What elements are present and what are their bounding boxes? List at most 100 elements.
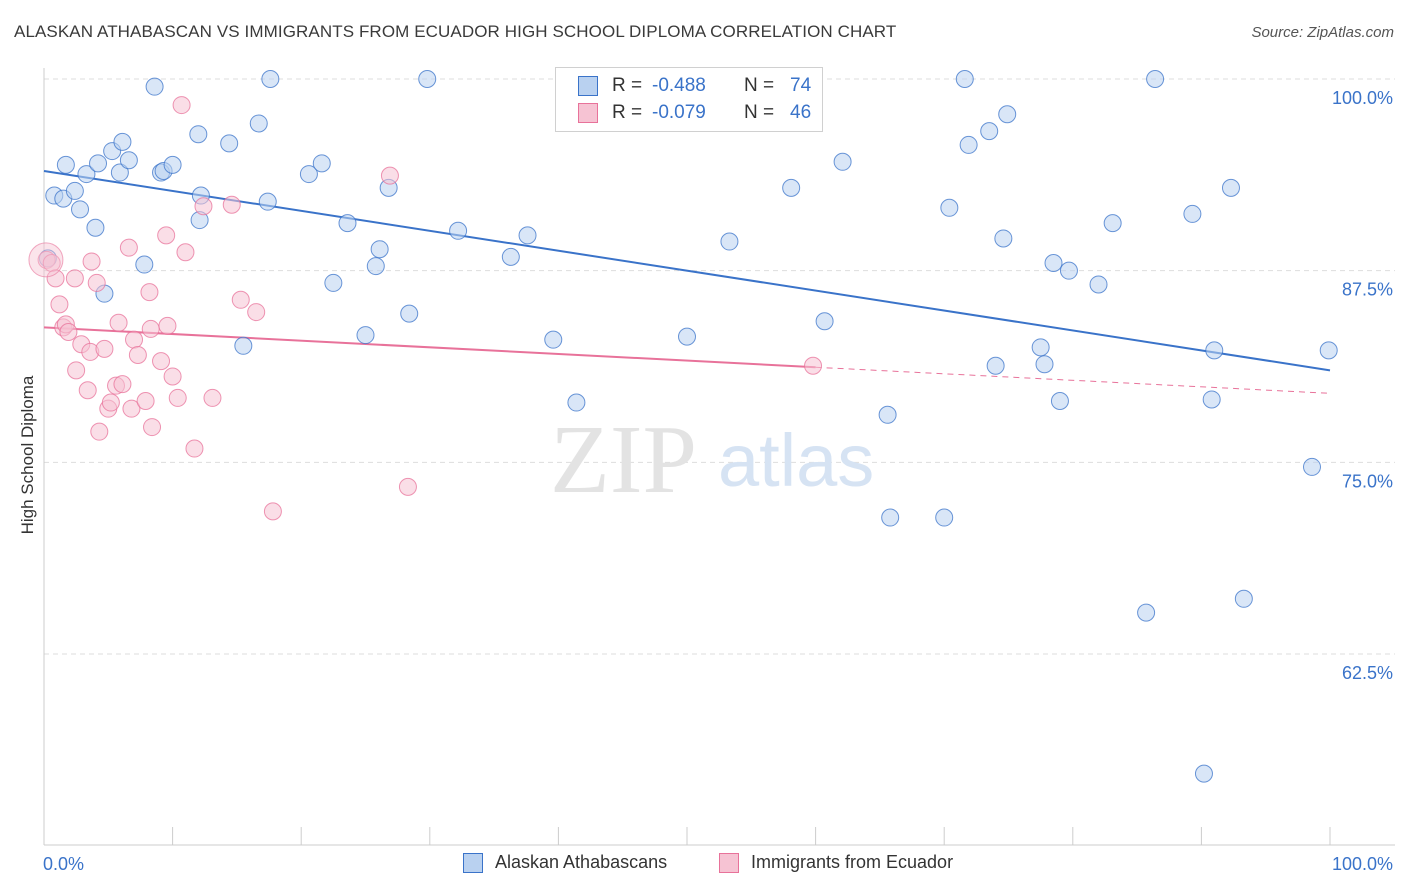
point-ecuador (263, 502, 282, 521)
point-athabascan (1044, 254, 1063, 272)
y-tick-label: 100.0% (1332, 88, 1393, 108)
point-ecuador (101, 393, 120, 412)
point-athabascan (678, 327, 696, 346)
point-athabascan (1194, 764, 1213, 783)
point-athabascan (782, 178, 801, 197)
point-athabascan (1103, 214, 1122, 233)
point-athabascan (1234, 589, 1253, 608)
point-athabascan (220, 134, 239, 153)
point-ecuador (398, 477, 417, 496)
point-athabascan (258, 192, 277, 211)
legend-row-blue: R = -0.488 N = 74 (578, 73, 811, 99)
grid-lines (44, 78, 1395, 655)
point-athabascan (312, 154, 331, 173)
legend-n-value: 46 (790, 102, 812, 123)
point-ecuador (90, 422, 109, 441)
point-ecuador (95, 339, 114, 358)
legend-swatch-blue (578, 76, 598, 96)
point-ecuador (247, 303, 266, 322)
point-athabascan (370, 240, 389, 259)
watermark: ZIP atlas (550, 406, 874, 514)
point-athabascan (994, 229, 1013, 248)
point-athabascan (940, 198, 959, 217)
legend-r-label: R = (612, 102, 643, 123)
point-ecuador (176, 243, 195, 262)
legend-r-value: -0.488 (652, 75, 706, 96)
point-ecuador (163, 367, 182, 386)
point-athabascan (833, 152, 852, 171)
point-ecuador (141, 319, 160, 338)
point-athabascan (959, 135, 978, 154)
point-ecuador (78, 381, 97, 400)
point-ecuador (231, 290, 250, 309)
series-legend-item-athabascans: Alaskan Athabascans (463, 852, 667, 873)
point-athabascan (163, 155, 182, 174)
point-athabascan (1089, 275, 1108, 294)
point-athabascan (338, 214, 357, 233)
point-ecuador (65, 269, 84, 288)
source-label: Source: ZipAtlas.com (1251, 24, 1394, 41)
point-ecuador (168, 388, 187, 407)
point-athabascan (89, 154, 108, 173)
point-athabascan (119, 151, 138, 170)
point-ecuador (194, 197, 213, 216)
series-legend-swatch-pink (719, 852, 739, 873)
point-ecuador (109, 313, 128, 332)
point-ecuador (157, 226, 176, 245)
axes (43, 68, 1395, 846)
point-athabascan (935, 508, 954, 527)
point-athabascan (1059, 261, 1078, 280)
point-ecuador (87, 273, 106, 292)
data-points (28, 70, 1338, 783)
point-athabascan (71, 200, 90, 219)
point-ecuador (380, 166, 399, 185)
point-ecuador (28, 242, 64, 278)
point-athabascan (815, 312, 834, 331)
point-ecuador (67, 361, 86, 380)
point-athabascan (65, 181, 84, 200)
tick-labels: 100.0% 87.5% 75.0% 62.5% 0.0% 100.0% (43, 88, 1393, 874)
point-athabascan (720, 232, 739, 251)
point-ecuador (143, 418, 162, 437)
point-ecuador (122, 399, 141, 418)
point-athabascan (56, 155, 75, 174)
point-athabascan (261, 70, 280, 88)
point-athabascan (249, 114, 268, 133)
point-athabascan (1221, 178, 1240, 197)
point-ecuador (172, 96, 191, 115)
point-athabascan (366, 257, 385, 276)
point-athabascan (881, 508, 900, 527)
trend-line-extension (815, 366, 1331, 394)
point-athabascan (998, 105, 1017, 124)
point-ecuador (119, 238, 138, 257)
legend-row-pink: R = -0.079 N = 46 (578, 100, 811, 126)
point-ecuador (203, 388, 222, 407)
point-ecuador (158, 316, 177, 335)
point-athabascan (955, 70, 974, 88)
point-athabascan (1137, 603, 1156, 622)
chart-title: ALASKAN ATHABASCAN VS IMMIGRANTS FROM EC… (14, 22, 897, 41)
y-tick-label: 62.5% (1342, 663, 1393, 683)
y-axis-title: High School Diploma (18, 375, 37, 535)
series-legend-label: Alaskan Athabascans (495, 852, 668, 872)
point-ecuador (185, 439, 204, 458)
legend-r-value: -0.079 (652, 102, 706, 123)
point-athabascan (145, 77, 164, 96)
legend-r-label: R = (612, 75, 643, 96)
point-athabascan (324, 273, 343, 292)
point-ecuador (804, 356, 823, 375)
point-athabascan (1205, 341, 1224, 360)
point-ecuador (46, 269, 65, 288)
point-athabascan (113, 132, 132, 151)
trend-line (43, 170, 1331, 372)
point-athabascan (518, 226, 537, 245)
point-athabascan (110, 163, 129, 182)
point-athabascan (356, 326, 375, 345)
point-ecuador (140, 283, 159, 302)
series-legend-item-ecuador: Immigrants from Ecuador (719, 852, 953, 873)
point-athabascan (1183, 204, 1202, 223)
point-athabascan (878, 405, 897, 424)
legend-swatch-pink (578, 103, 598, 123)
point-ecuador (82, 252, 101, 271)
point-ecuador (152, 352, 171, 371)
